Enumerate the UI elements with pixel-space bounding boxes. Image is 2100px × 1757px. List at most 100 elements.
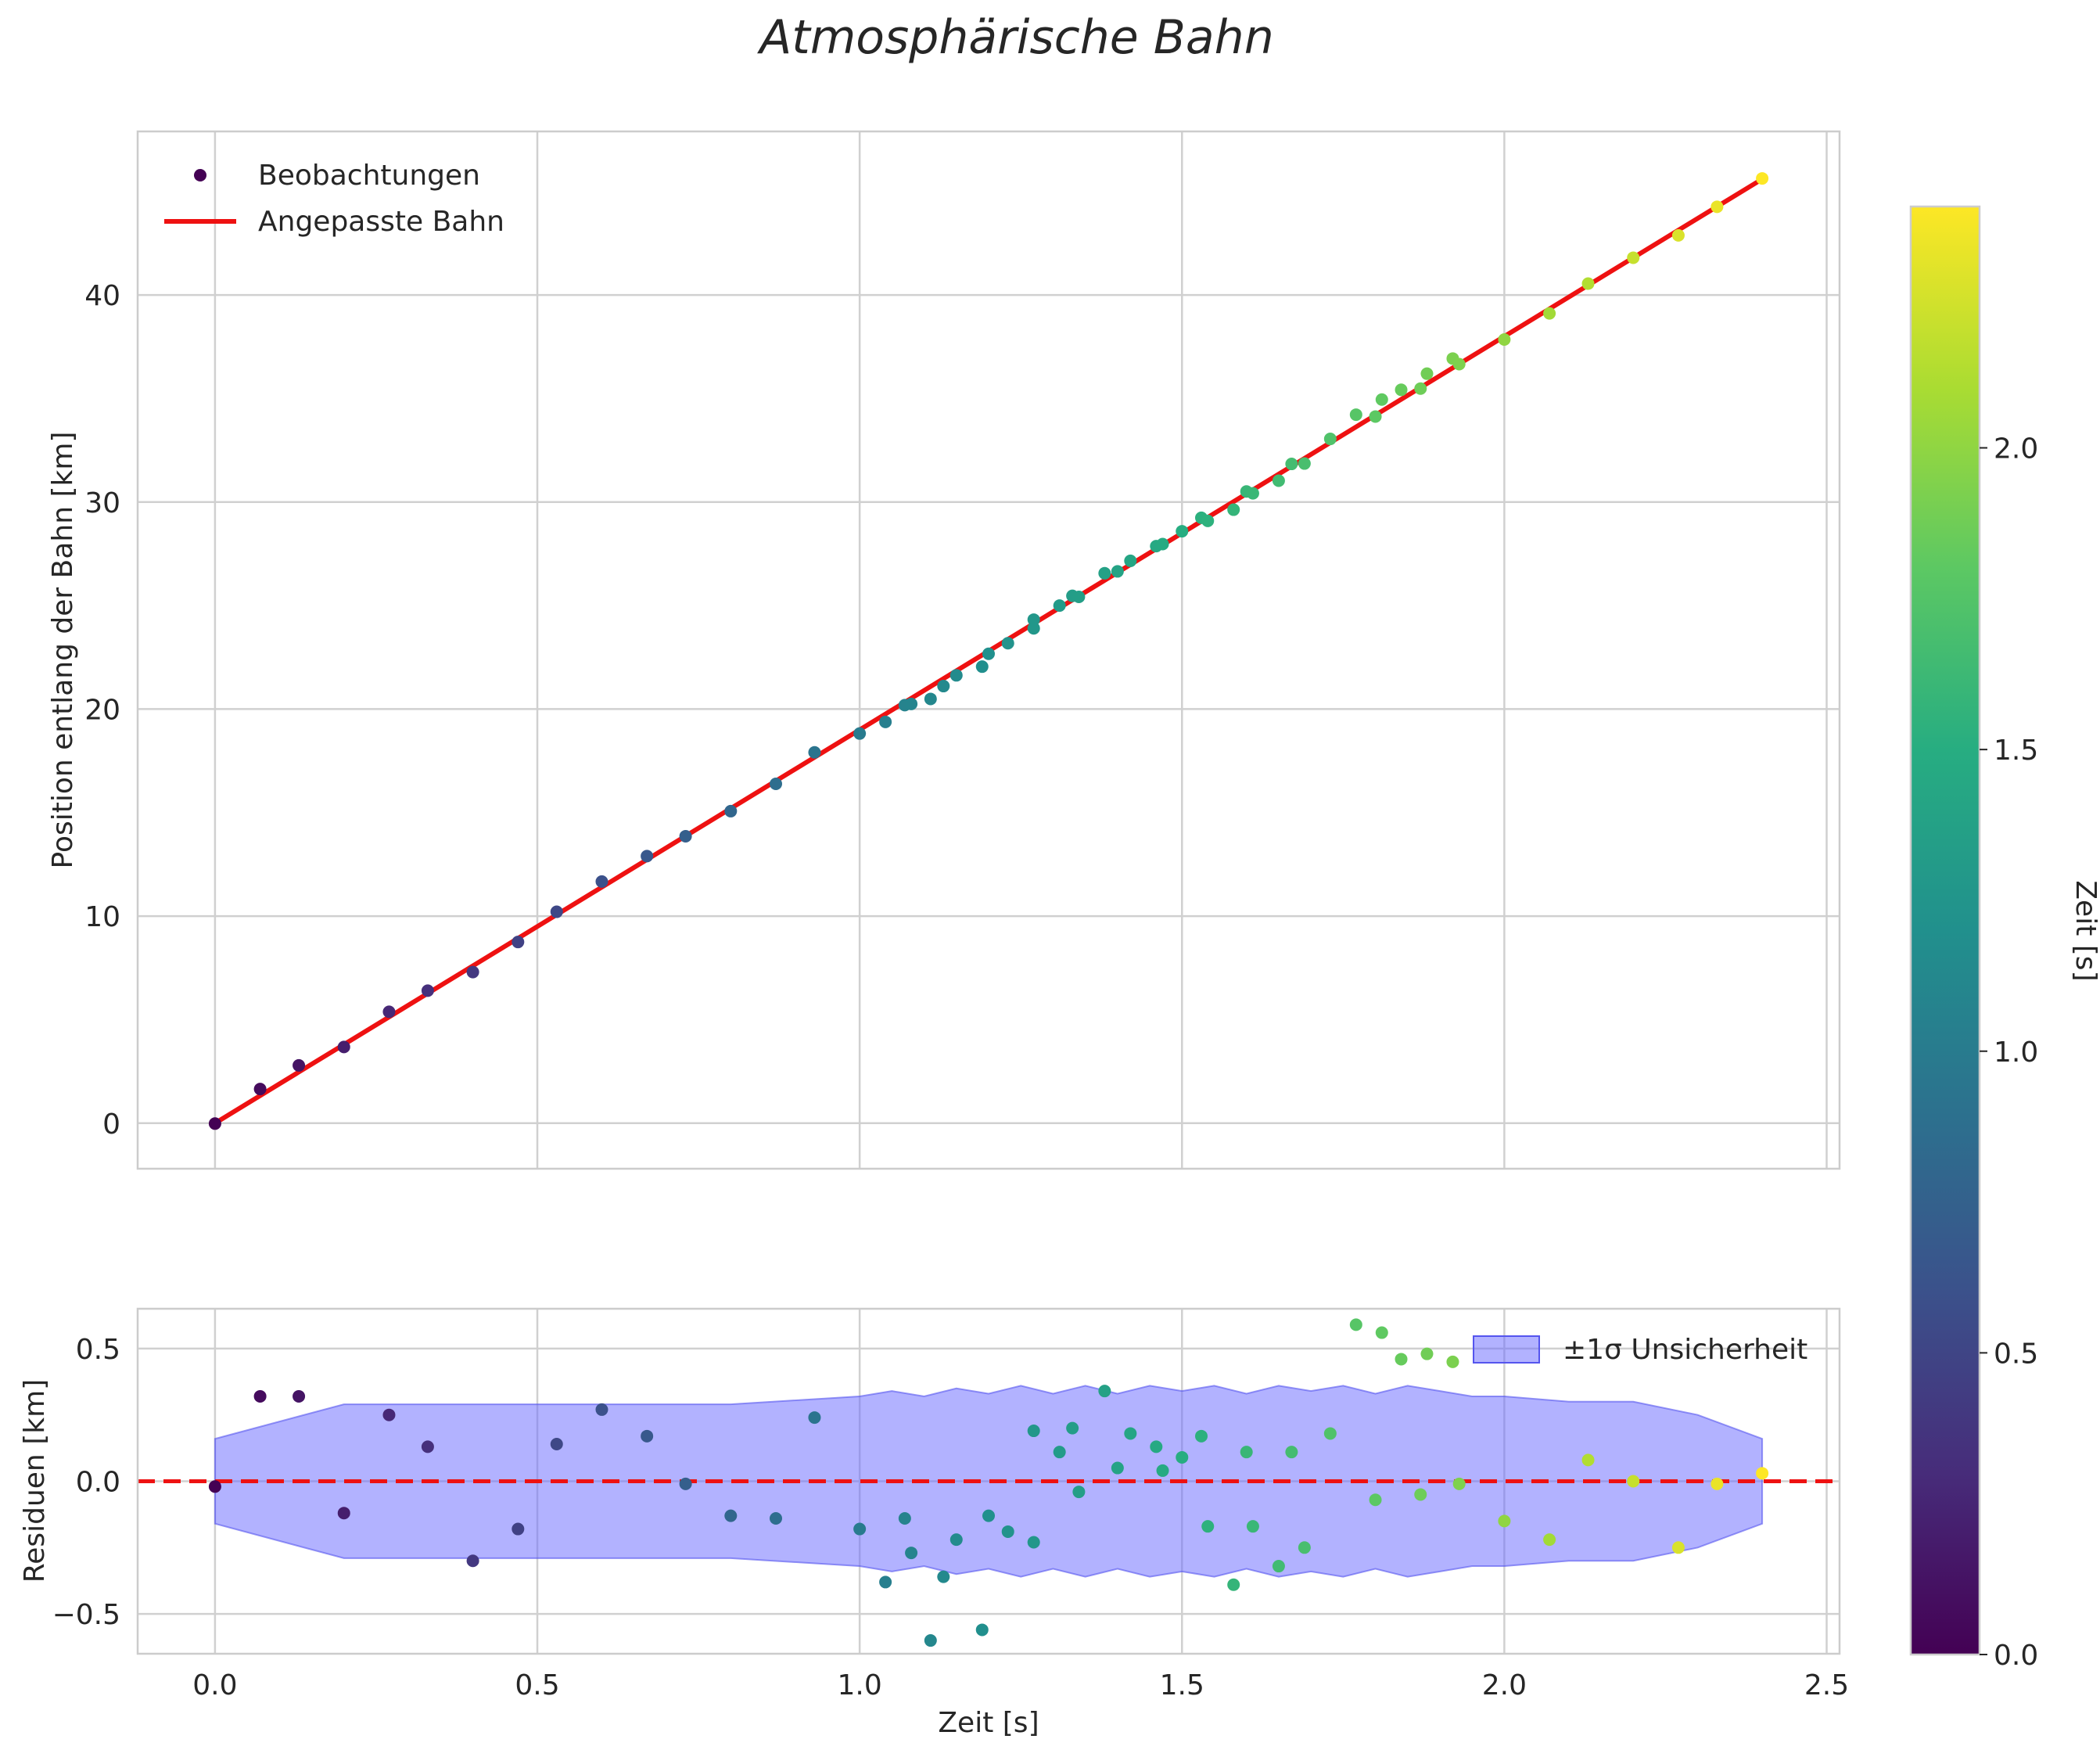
residual-point	[208, 1480, 221, 1493]
observation-point	[550, 905, 563, 918]
observation-point	[1375, 393, 1388, 406]
residual-point	[1272, 1560, 1285, 1573]
residual-point	[949, 1533, 963, 1547]
colorbar-tick-label: 1.5	[1994, 735, 2038, 767]
residual-point	[293, 1389, 306, 1403]
bottom-x-tick-label: 0.0	[192, 1669, 237, 1701]
bottom-panel-frame	[136, 1307, 1841, 1655]
residual-points	[208, 1318, 1769, 1647]
observation-point	[1272, 474, 1285, 487]
residual-point	[1498, 1514, 1511, 1528]
residual-point	[1227, 1578, 1240, 1591]
top-legend: Beobachtungen Angepasste Bahn	[164, 160, 504, 238]
residual-point	[1240, 1446, 1253, 1459]
observation-point	[879, 715, 892, 728]
observation-point	[1756, 172, 1769, 185]
observation-point	[1124, 554, 1137, 567]
residual-point	[1072, 1486, 1086, 1499]
residual-point	[1756, 1467, 1769, 1480]
bottom-x-tick-label: 2.0	[1482, 1669, 1527, 1701]
observation-point	[924, 692, 937, 706]
residual-point	[1446, 1355, 1459, 1368]
observation-point	[1349, 408, 1362, 422]
residual-point	[937, 1570, 950, 1583]
top-panel-frame	[136, 130, 1841, 1170]
observation-points	[208, 172, 1769, 1130]
observation-point	[1395, 383, 1408, 397]
observation-point	[1414, 382, 1427, 395]
residual-point	[1124, 1427, 1137, 1440]
observation-point	[1671, 228, 1685, 242]
observation-point	[641, 850, 654, 863]
residual-point	[679, 1477, 692, 1490]
residual-point	[808, 1411, 821, 1425]
residual-point	[382, 1408, 396, 1421]
colorbar-tick-label: 0.0	[1994, 1640, 2038, 1672]
residual-point	[550, 1438, 563, 1451]
top-y-tick-label: 40	[84, 280, 120, 312]
bottom-panel: −0.5 0.0 0.5 0.0 0.5 1.0 1.5 2.0 2.5 Zeit [s] R…	[19, 1307, 1849, 1739]
top-y-tick-labels: 0 10 20 30 40	[84, 280, 120, 1141]
observation-point	[337, 1040, 350, 1054]
bottom-x-tick-labels: 0.0 0.5 1.0 1.5 2.0 2.5	[192, 1669, 1849, 1701]
colorbar-tick-labels: 0.0 0.5 1.0 1.5 2.0	[1980, 433, 2038, 1672]
bottom-x-tick-label: 2.5	[1804, 1669, 1849, 1701]
residual-point	[512, 1522, 525, 1536]
observation-point	[1111, 565, 1124, 578]
observation-point	[208, 1117, 221, 1130]
legend-label-band: ±1σ Unsicherheit	[1563, 1334, 1807, 1366]
observation-point	[679, 829, 692, 843]
residual-point	[1195, 1429, 1208, 1443]
residual-point	[1627, 1475, 1640, 1488]
observation-point	[770, 777, 782, 790]
observation-point	[982, 647, 995, 660]
observation-point	[1543, 307, 1556, 320]
observation-point	[1285, 458, 1298, 471]
top-y-tick-label: 30	[84, 487, 120, 519]
observation-point	[466, 965, 479, 979]
observation-point	[949, 669, 963, 682]
top-y-tick-label: 0	[102, 1108, 120, 1141]
top-panel: 0 10 20 30 40 Position entlang der Bahn [km]…	[47, 130, 1841, 1170]
observation-point	[1323, 433, 1337, 446]
residual-point	[770, 1511, 782, 1525]
residual-point	[1395, 1353, 1408, 1366]
residual-point	[1349, 1318, 1362, 1331]
residual-point	[1246, 1520, 1259, 1533]
bottom-x-tick-label: 1.0	[838, 1669, 882, 1701]
bottom-y-tick-label: 0.5	[76, 1334, 120, 1366]
residual-point	[898, 1511, 911, 1525]
observation-point	[512, 936, 525, 949]
observation-point	[1420, 367, 1434, 380]
bottom-y-tick-label: 0.0	[76, 1467, 120, 1499]
residual-point	[1581, 1453, 1595, 1467]
residual-point	[1053, 1446, 1066, 1459]
observation-point	[1053, 599, 1066, 613]
legend-label-fit: Angepasste Bahn	[258, 206, 504, 238]
residual-point	[1176, 1450, 1189, 1464]
residual-point	[724, 1509, 738, 1522]
observation-point	[1072, 590, 1086, 603]
residual-point	[982, 1509, 995, 1522]
colorbar-label: Zeit [s]	[2069, 880, 2100, 981]
observation-point	[905, 697, 918, 710]
residual-point	[1027, 1536, 1040, 1549]
residual-point	[1150, 1440, 1163, 1453]
residual-point	[1027, 1425, 1040, 1438]
bottom-x-axis-label: Zeit [s]	[938, 1707, 1039, 1739]
bottom-y-tick-labels: −0.5 0.0 0.5	[52, 1334, 120, 1631]
residual-point	[1201, 1520, 1215, 1533]
residual-point	[1285, 1446, 1298, 1459]
residual-point	[1001, 1525, 1014, 1538]
observation-point	[853, 727, 867, 740]
observation-point	[1156, 537, 1169, 551]
observation-point	[1027, 613, 1040, 627]
observation-point	[1027, 622, 1040, 635]
residual-point	[1420, 1347, 1434, 1360]
legend-marker-observations	[194, 169, 206, 181]
bottom-y-axis-label: Residuen [km]	[19, 1379, 51, 1583]
colorbar-tick-label: 2.0	[1994, 433, 2038, 465]
bottom-x-tick-label: 1.5	[1160, 1669, 1204, 1701]
observation-point	[724, 804, 738, 817]
residual-point	[905, 1547, 918, 1560]
